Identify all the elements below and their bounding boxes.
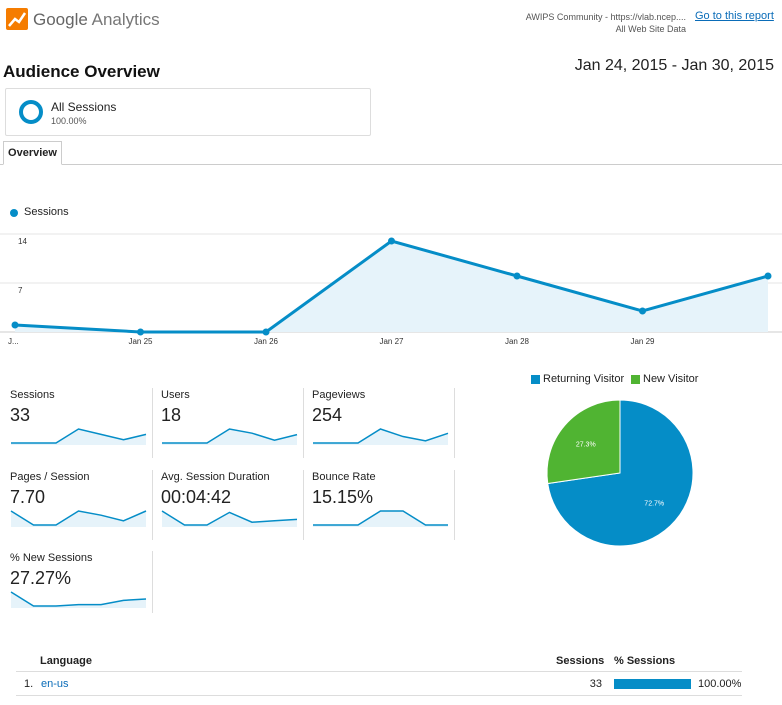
sessions-data-point[interactable] — [262, 328, 270, 336]
sparkline-area — [11, 592, 146, 608]
sessions-data-point[interactable] — [513, 272, 521, 280]
pct-sessions-column-header[interactable]: % Sessions — [614, 655, 676, 667]
sparkline-area — [162, 511, 297, 527]
date-start: Jan 24, 2015 — [574, 57, 668, 74]
go-to-report-link[interactable]: Go to this report — [695, 10, 774, 22]
metric-value: 33 — [10, 405, 31, 425]
metric-value: 00:04:42 — [161, 487, 232, 507]
new-visitor-slice[interactable] — [546, 399, 621, 485]
sparkline-area — [313, 429, 448, 445]
metric-sparkline — [162, 428, 298, 445]
language-link[interactable]: en-us — [41, 678, 69, 690]
metric-card[interactable]: Users 18 — [161, 388, 304, 458]
segment-card[interactable] — [5, 88, 371, 136]
metric-sparkline — [161, 510, 298, 527]
metric-card[interactable]: Avg. Session Duration 00:04:42 — [161, 470, 304, 540]
segment-percent: 100.00% — [51, 116, 87, 126]
new-visitor-legend-swatch — [631, 375, 640, 384]
x-tick-label: Jan 27 — [379, 337, 404, 346]
x-tick-label: Jan 29 — [630, 337, 655, 346]
sessions-legend-label[interactable]: Sessions — [24, 206, 69, 218]
sparkline-area — [162, 429, 297, 445]
sessions-column-header[interactable]: Sessions — [556, 655, 605, 667]
metric-label: Bounce Rate — [312, 471, 376, 483]
y-tick-label: 7 — [18, 286, 23, 295]
metric-card[interactable]: Bounce Rate 15.15% — [312, 470, 455, 540]
sessions-legend-dot — [10, 209, 18, 217]
metric-value: 7.70 — [10, 487, 46, 507]
metric-value: 18 — [161, 405, 182, 425]
metric-sparkline — [313, 510, 448, 527]
view-line: All Web Site Data — [615, 24, 686, 34]
date-separator: - — [667, 57, 682, 74]
sparkline-line — [10, 591, 147, 607]
metric-value: 15.15% — [312, 487, 374, 507]
row-sessions: 33 — [589, 678, 602, 690]
metric-label: Pages / Session — [10, 471, 90, 483]
returning-visitor-legend-swatch — [531, 375, 540, 384]
sparkline-area — [11, 511, 146, 527]
sparkline-line — [10, 510, 147, 526]
metric-card[interactable]: Pages / Session 7.70 — [10, 470, 153, 540]
metric-sparkline — [10, 591, 147, 608]
sparkline-area — [313, 511, 448, 527]
sessions-data-point[interactable] — [388, 237, 395, 245]
date-range[interactable]: Jan 24, 2015 - Jan 30, 2015 — [575, 57, 774, 75]
metric-label: Sessions — [10, 389, 55, 401]
pct-sessions-bar — [614, 679, 691, 689]
sparkline-line — [11, 428, 147, 444]
sparkline-line — [313, 510, 448, 526]
page-title: Audience Overview — [3, 62, 160, 81]
returning-visitor-legend-label[interactable]: Returning Visitor — [543, 373, 625, 385]
sessions-data-point[interactable] — [764, 272, 772, 280]
sessions-line-chart: 14 7 J... Jan 25 Jan 26 Jan 27 Jan 28 Jan 29 — [0, 233, 782, 346]
table-header-rule — [16, 671, 742, 672]
date-end: Jan 30, 2015 — [681, 57, 774, 74]
new-visitor-legend-label[interactable]: New Visitor — [643, 373, 699, 385]
x-tick-label: J... — [8, 337, 19, 346]
y-tick-label: 14 — [18, 237, 27, 246]
sessions-data-point[interactable] — [11, 321, 19, 329]
sparkline-line — [161, 510, 298, 526]
sparkline-line — [313, 428, 449, 444]
sessions-data-point[interactable] — [639, 307, 646, 315]
row-rank: 1. — [24, 678, 34, 690]
table-row-rule — [16, 695, 742, 696]
metric-sparkline — [11, 428, 147, 445]
logo-word: Google — [33, 10, 88, 29]
metric-value: 254 — [312, 405, 343, 425]
metric-label: Users — [161, 389, 190, 401]
metric-value: 27.27% — [10, 568, 72, 588]
sparkline-line — [162, 428, 298, 444]
app-logo-text: Google Analytics — [33, 10, 160, 30]
logo-product: Analytics — [91, 10, 160, 29]
metric-sparkline — [313, 428, 449, 445]
x-tick-label: Jan 28 — [505, 337, 530, 346]
metric-sparkline — [10, 510, 147, 527]
metric-card[interactable]: Pageviews 254 — [312, 388, 455, 458]
sessions-area — [15, 241, 768, 332]
sessions-data-point[interactable] — [137, 328, 144, 336]
x-tick-label: Jan 26 — [254, 337, 279, 346]
language-column-header: Language — [40, 655, 92, 667]
metric-card[interactable]: % New Sessions 27.27% — [10, 551, 153, 613]
google-analytics-logo-icon — [6, 8, 28, 30]
segment-name: All Sessions — [51, 100, 117, 114]
visitor-type-pie-chart: 72.7% 27.3% — [546, 399, 694, 547]
account-line: AWIPS Community - https://vlab.ncep.... — [525, 12, 686, 22]
account-info: AWIPS Community - https://vlab.ncep.... … — [426, 11, 686, 35]
metric-card[interactable]: Sessions 33 — [10, 388, 153, 458]
pie-slice-label: 72.7% — [644, 501, 664, 508]
row-pct-sessions: 100.00% — [698, 678, 742, 690]
tab-divider — [0, 164, 782, 165]
metric-label: Avg. Session Duration — [161, 471, 270, 483]
x-tick-label: Jan 25 — [128, 337, 153, 346]
metric-label: Pageviews — [312, 389, 366, 401]
sparkline-area — [11, 429, 146, 445]
pie-slice-label: 27.3% — [576, 441, 596, 448]
tab-overview[interactable]: Overview — [3, 141, 62, 165]
segment-donut-icon — [19, 100, 43, 124]
metric-label: % New Sessions — [10, 552, 93, 564]
